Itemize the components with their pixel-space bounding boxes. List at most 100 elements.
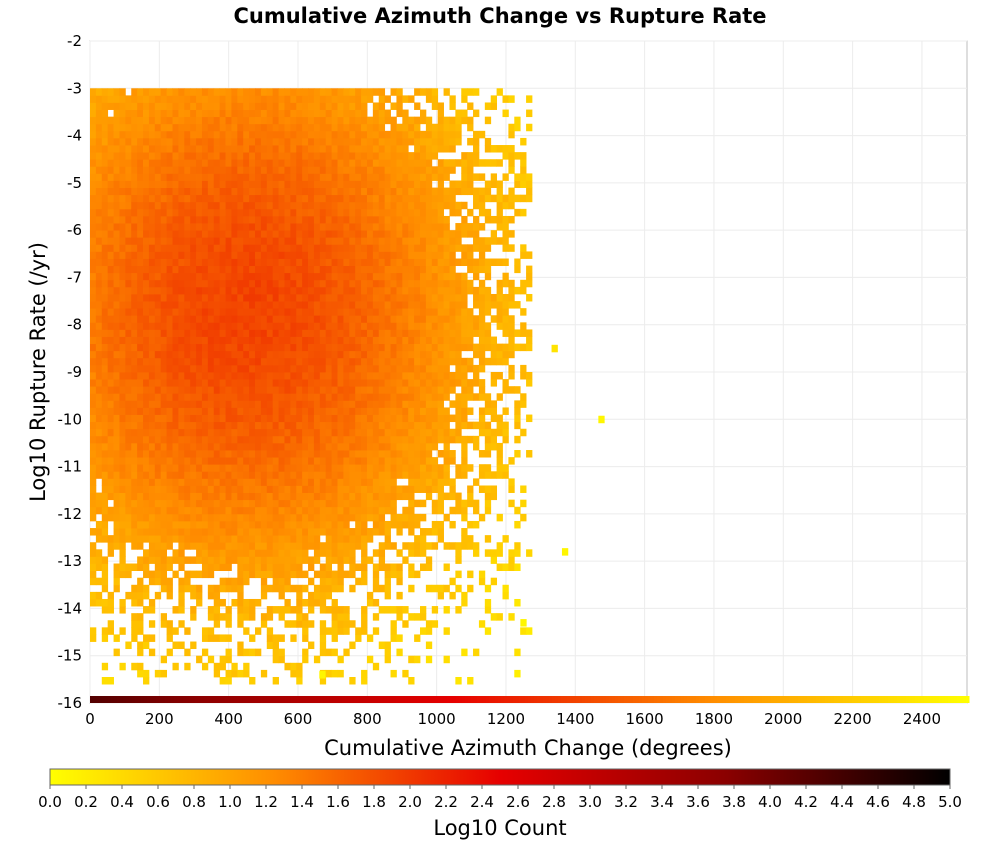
- heatmap-cell: [201, 286, 209, 295]
- heatmap-cell: [372, 350, 380, 359]
- heatmap-cell: [290, 336, 297, 345]
- heatmap-cell: [125, 301, 132, 309]
- heatmap-cell: [166, 322, 173, 330]
- heatmap-cell: [366, 350, 374, 359]
- heatmap-cell: [343, 159, 350, 167]
- heatmap-cell: [349, 166, 356, 174]
- heatmap-cell: [225, 450, 232, 458]
- heatmap-cell: [90, 279, 97, 288]
- heatmap-cell: [137, 528, 144, 536]
- heatmap-cell: [131, 223, 138, 231]
- heatmap-cell: [249, 201, 256, 210]
- heatmap-cell: [90, 343, 97, 352]
- heatmap-cell: [302, 308, 309, 316]
- heatmap-cell: [249, 194, 256, 203]
- heatmap-cell: [414, 102, 421, 110]
- heatmap-cell: [420, 286, 427, 295]
- heatmap-cell: [490, 549, 498, 557]
- heatmap-cell: [437, 428, 444, 437]
- heatmap-cell: [278, 215, 285, 224]
- heatmap-cell: [319, 379, 327, 387]
- heatmap-cell: [296, 329, 303, 337]
- heatmap-cell: [502, 315, 509, 323]
- heatmap-cell: [313, 570, 321, 579]
- heatmap-cell: [231, 315, 238, 323]
- heatmap-cell: [266, 613, 274, 621]
- heatmap-cell: [308, 471, 315, 479]
- heatmap-cell: [449, 159, 456, 167]
- heatmap-cell: [437, 293, 444, 302]
- heatmap-cell: [278, 279, 285, 288]
- heatmap-cell: [496, 322, 503, 330]
- heatmap-cell: [243, 237, 250, 245]
- heatmap-cell: [402, 293, 409, 302]
- heatmap-cell: [437, 400, 444, 408]
- heatmap-cell: [431, 499, 439, 508]
- heatmap-cell: [225, 265, 232, 274]
- heatmap-cell: [243, 535, 250, 543]
- heatmap-cell: [125, 535, 132, 543]
- heatmap-cell: [443, 166, 450, 174]
- heatmap-cell: [143, 187, 150, 196]
- heatmap-cell: [443, 258, 450, 267]
- heatmap-cell: [402, 386, 409, 394]
- heatmap-cell: [484, 308, 492, 316]
- heatmap-cell: [478, 173, 486, 181]
- heatmap-cell: [143, 293, 150, 302]
- heatmap-cell: [402, 152, 409, 160]
- heatmap-cell: [484, 598, 492, 607]
- heatmap-cell: [272, 570, 279, 579]
- heatmap-cell: [331, 215, 338, 224]
- heatmap-cell: [455, 301, 462, 309]
- heatmap-cell: [184, 535, 191, 543]
- heatmap-cell: [467, 520, 474, 529]
- heatmap-cell: [455, 393, 462, 401]
- heatmap-cell: [396, 528, 403, 536]
- heatmap-cell: [402, 542, 409, 550]
- heatmap-cell: [366, 244, 374, 252]
- heatmap-cell: [449, 520, 456, 529]
- heatmap-cell: [90, 414, 97, 423]
- heatmap-cell: [125, 372, 132, 380]
- heatmap-cell: [390, 669, 397, 678]
- heatmap-cell: [437, 485, 444, 493]
- heatmap-cell: [437, 464, 444, 472]
- heatmap-cell: [255, 322, 262, 330]
- heatmap-cell: [402, 414, 409, 423]
- heatmap-cell: [414, 655, 421, 664]
- heatmap-cell: [125, 130, 132, 139]
- heatmap-cell: [90, 166, 97, 174]
- heatmap-cell: [95, 315, 103, 323]
- heatmap-cell: [137, 343, 144, 352]
- heatmap-cell: [196, 201, 203, 210]
- heatmap-cell: [284, 130, 291, 139]
- heatmap-cell: [396, 357, 403, 366]
- heatmap-cell: [484, 187, 492, 196]
- heatmap-cell: [266, 343, 274, 352]
- heatmap-cell: [366, 194, 374, 203]
- heatmap-cell: [361, 145, 368, 153]
- heatmap-cell: [308, 315, 315, 323]
- heatmap-cell: [302, 506, 309, 515]
- heatmap-cell: [284, 180, 291, 188]
- heatmap-cell: [207, 506, 215, 515]
- heatmap-cell: [143, 606, 150, 614]
- heatmap-cell: [190, 322, 197, 330]
- heatmap-cell: [296, 478, 303, 486]
- heatmap-cell: [284, 194, 291, 203]
- heatmap-cell: [137, 669, 144, 678]
- heatmap-cell: [402, 421, 409, 430]
- heatmap-cell: [484, 421, 492, 430]
- heatmap-cell: [378, 506, 386, 515]
- heatmap-cell: [113, 485, 120, 493]
- heatmap-cell: [160, 386, 168, 394]
- heatmap-cell: [378, 442, 386, 451]
- heatmap-cell: [431, 379, 439, 387]
- heatmap-cell: [349, 563, 356, 571]
- heatmap-cell: [484, 627, 492, 635]
- heatmap-cell: [101, 329, 109, 337]
- heatmap-cell: [213, 215, 221, 224]
- heatmap-cell: [414, 613, 421, 621]
- heatmap-cell: [113, 152, 120, 160]
- heatmap-cell: [137, 478, 144, 486]
